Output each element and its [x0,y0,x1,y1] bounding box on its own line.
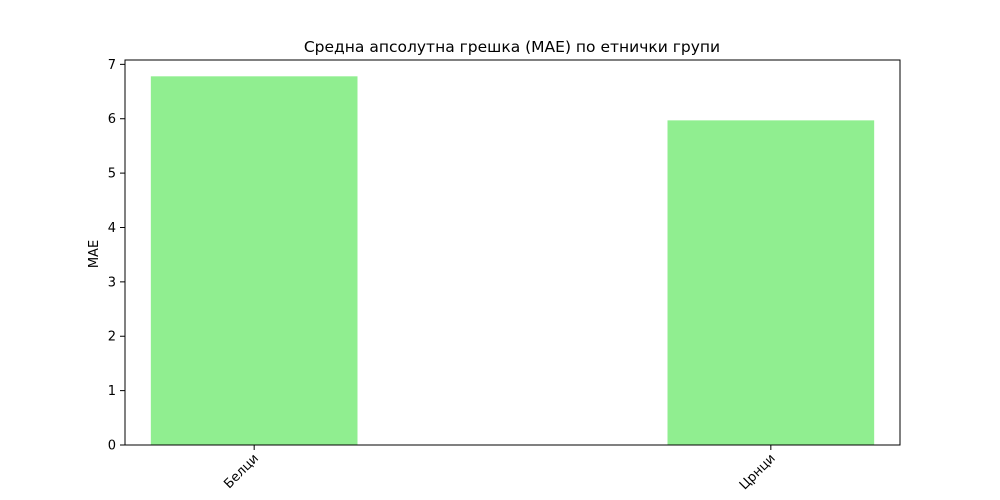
bar-1 [667,120,875,445]
x-tick-label-1: Црнци [737,451,779,493]
y-axis-ticks: 0 1 2 3 4 5 6 7 [108,58,125,454]
plot-frame [124,59,901,446]
y-tick-label-5: 5 [108,167,116,182]
bar-0 [150,76,358,445]
y-tick-label-2: 2 [108,330,116,345]
y-tick-label-4: 4 [108,221,116,236]
y-tick-label-6: 6 [108,112,116,127]
x-tick-label-0: Белци [221,451,262,492]
y-tick-label-0: 0 [108,439,116,454]
y-tick-label-7: 7 [108,58,116,73]
y-tick-label-1: 1 [108,384,116,399]
x-axis-ticks: Белци Црнци [221,445,779,493]
y-tick-label-3: 3 [108,275,116,290]
chart-title: Средна апсолутна грешка (MAE) по етнички… [304,38,720,56]
y-axis-label: MAE [87,240,102,268]
bars-group [150,76,875,445]
